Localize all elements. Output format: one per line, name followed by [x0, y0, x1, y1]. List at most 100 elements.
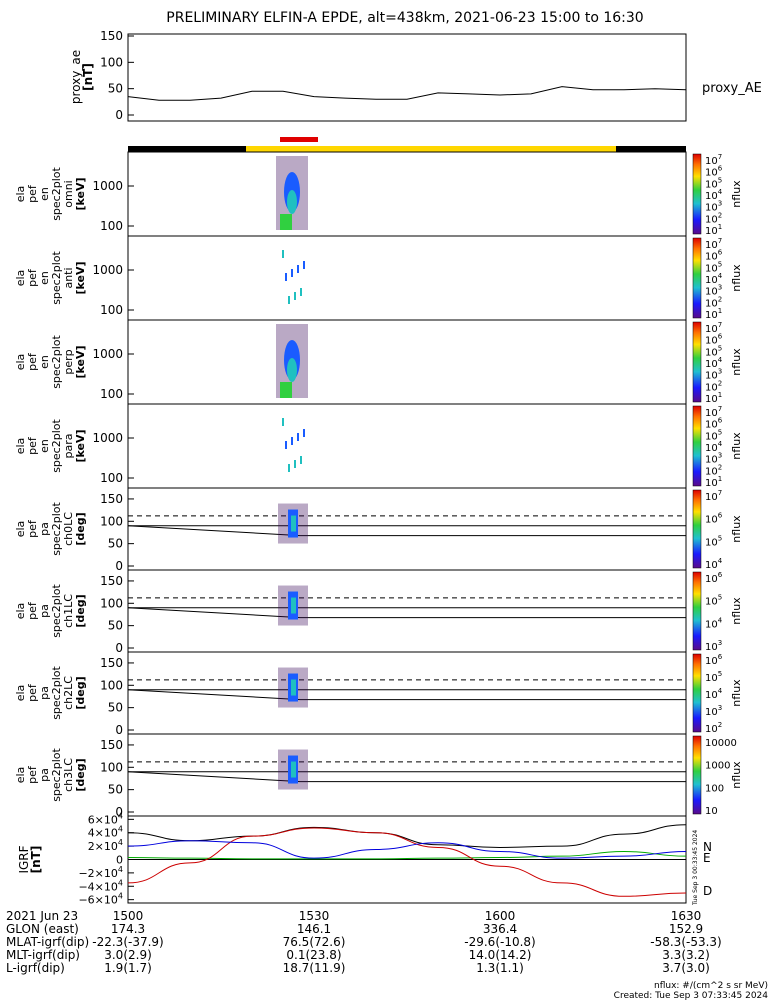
- proxy-ae-tick-label: 50: [108, 82, 123, 96]
- ylabel-line: pef: [26, 268, 39, 287]
- ylabel-line: pef: [26, 436, 39, 455]
- colorbar-tick-label: 101: [705, 223, 722, 237]
- proxy-ae-tick-label: 0: [115, 108, 123, 122]
- ylabel-line: spec2plot: [50, 419, 63, 473]
- igrf-label-d: D: [703, 884, 712, 898]
- ytick-label: 0: [115, 805, 123, 819]
- ylabel-line: anti: [62, 267, 75, 288]
- igrf-tick-label: 4×104: [88, 825, 123, 840]
- colorbar-label: nflux: [730, 348, 743, 376]
- created-note: Created: Tue Sep 3 07:33:45 2024: [614, 991, 769, 1000]
- mlat-1530: 76.5(72.6): [283, 935, 346, 949]
- igrf-series-line: [127, 850, 687, 860]
- l-1600: 1.3(1.1): [476, 961, 524, 975]
- ytick-label: 100: [100, 596, 123, 610]
- ylabel-line: [deg]: [74, 758, 87, 791]
- colorbar: [692, 405, 702, 487]
- flux-low-energy: [280, 214, 292, 230]
- ylabel-line: pef: [26, 352, 39, 371]
- status-bar: [128, 137, 686, 152]
- igrf-tick-label: 6×104: [88, 811, 123, 826]
- panel-frame: [127, 319, 687, 405]
- ytick-label: 100: [100, 219, 123, 233]
- ytick-label: 100: [100, 471, 123, 485]
- proxy-ae-ylabel: proxy_ae [nT]: [69, 50, 95, 104]
- ytick-label: 50: [108, 783, 123, 797]
- ylabel-line: ela: [14, 354, 27, 371]
- spectrogram-panels: ela pef en spec2plot omni [keV] 10001001071061…: [14, 151, 743, 819]
- ylabel-line: ch3LC: [62, 758, 75, 792]
- colorbar: [692, 571, 702, 651]
- mlt-1500: 3.0(2.9): [104, 948, 152, 962]
- xrow-mlat-label: MLAT-igrf(dip): [6, 935, 89, 949]
- colorbar-label: nflux: [730, 515, 743, 543]
- colorbar-tick-label: 104: [705, 687, 723, 701]
- panel-spec2plot_ch1LC: ela pef pa spec2plot ch1LC [deg] 150 100 50 0 106 1…: [14, 569, 743, 655]
- loss-cone-slope-line: [127, 525, 301, 537]
- proxy-ae-line: [127, 86, 687, 101]
- figure-title: PRELIMINARY ELFIN-A EPDE, alt=438km, 202…: [166, 10, 643, 26]
- ylabel-line: en: [38, 187, 51, 201]
- igrf-ylabel: IGRF[nT]: [17, 845, 43, 873]
- ytick-label: 100: [100, 303, 123, 317]
- igrf-series-line: [127, 840, 687, 859]
- ytick-label: 100: [100, 514, 123, 528]
- ylabel-line: pa: [38, 768, 51, 782]
- ylabel-line: [deg]: [74, 676, 87, 709]
- igrf-tick-label: 2×104: [88, 838, 123, 853]
- ylabel-line: spec2plot: [50, 748, 63, 802]
- glon-1630: 152.9: [669, 922, 703, 936]
- ylabel-line: en: [38, 355, 51, 369]
- ytick-label: 1000: [92, 431, 123, 445]
- ytick-label: 150: [100, 492, 123, 506]
- ylabel-line: omni: [62, 180, 75, 207]
- ylabel-line: spec2plot: [50, 251, 63, 305]
- colorbar: [692, 653, 702, 733]
- panel-ylabel: ela pef pa spec2plot ch2LC [deg]: [14, 666, 87, 720]
- colorbar-label: nflux: [730, 264, 743, 292]
- ytick-label: 1000: [92, 263, 123, 277]
- igrf-label-n: N: [703, 840, 712, 854]
- flux-core-inner: [287, 190, 297, 214]
- colorbar-tick-label: 106: [705, 512, 723, 526]
- flux-pixel: [300, 456, 302, 464]
- ylabel-line: spec2plot: [50, 502, 63, 556]
- ylabel-line: perp: [62, 349, 75, 374]
- ytick-label: 0: [115, 723, 123, 737]
- ylabel-line: en: [38, 439, 51, 453]
- l-1530: 18.7(11.9): [283, 961, 346, 975]
- loss-cone-slope-line: [127, 607, 301, 619]
- panel-frame: [127, 733, 687, 817]
- colorbar-tick-label: 104: [705, 616, 723, 630]
- ytick-label: 150: [100, 656, 123, 670]
- colorbar-label: nflux: [730, 679, 743, 707]
- ytick-label: 100: [100, 760, 123, 774]
- flux-pixel: [291, 269, 293, 277]
- panel-ylabel: ela pef pa spec2plot ch3LC [deg]: [14, 748, 87, 802]
- ylabel-line: spec2plot: [50, 167, 63, 221]
- colorbar-tick-label: 107: [705, 489, 722, 503]
- xtick-1500: 1500: [113, 909, 144, 923]
- ytick-label: 1000: [92, 179, 123, 193]
- flux-pixel: [291, 437, 293, 445]
- mlt-1600: 14.0(14.2): [469, 948, 532, 962]
- igrf-ylabel-line: [nT]: [29, 846, 43, 874]
- colorbar-tick-label: 105: [705, 594, 722, 608]
- ylabel-line: pef: [26, 601, 39, 620]
- flux-pixel: [285, 273, 287, 281]
- colorbar: [692, 321, 702, 403]
- panel-ylabel: ela pef en spec2plot perp [keV]: [14, 335, 87, 389]
- panel-spec2plot_para: ela pef en spec2plot para [keV] 10001001071061…: [14, 403, 743, 489]
- igrf-series-line: [127, 824, 687, 848]
- panel-spec2plot_ch2LC: ela pef pa spec2plot ch2LC [deg] 150 100 50 0 106 1…: [14, 651, 743, 737]
- ytick-label: 0: [115, 641, 123, 655]
- ytick-label: 50: [108, 701, 123, 715]
- l-1500: 1.9(1.7): [104, 961, 152, 975]
- colorbar: [692, 153, 702, 235]
- status-bar-black-right: [616, 146, 686, 152]
- igrf-tick-label: −4×104: [78, 878, 123, 893]
- loss-cone-slope-line: [127, 689, 301, 701]
- l-1630: 3.7(3.0): [662, 961, 710, 975]
- ylabel-line: ch0LC: [62, 512, 75, 546]
- ytick-label: 1000: [92, 347, 123, 361]
